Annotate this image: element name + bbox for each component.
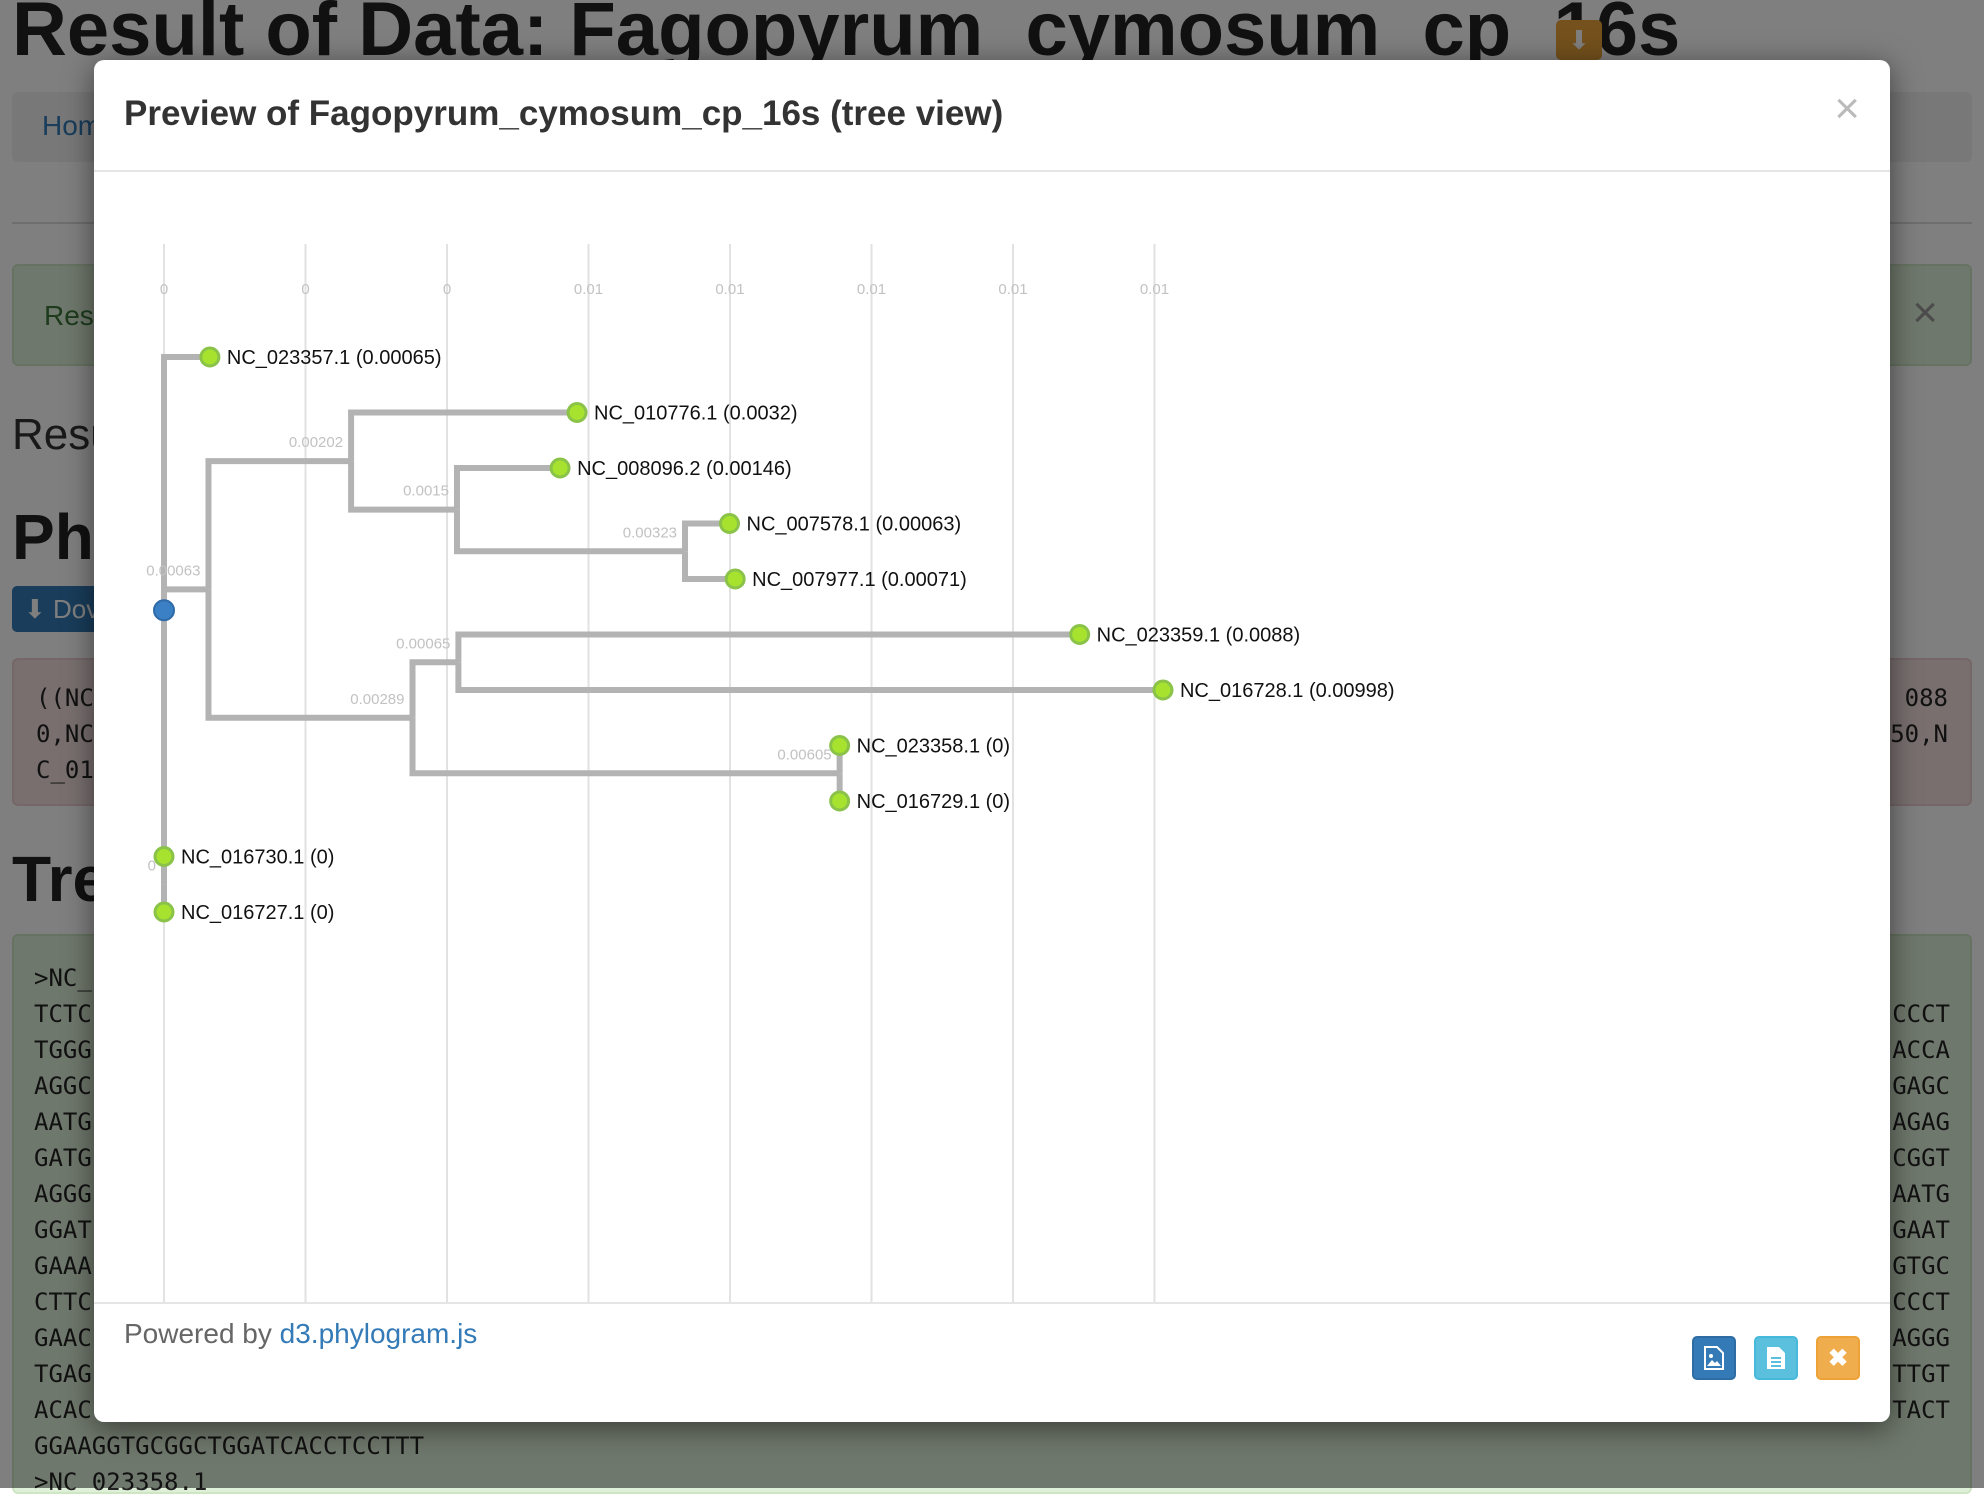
tree-branch (161, 354, 210, 611)
axis-tick-label: 0 (160, 281, 168, 298)
modal-body: 0 0 0 0.01 0.01 0.01 0.01 0.01 0.00063 0.00202 0.0… (94, 172, 1890, 1362)
tree-branch (453, 509, 686, 555)
axis-tick-label: 0.01 (998, 281, 1027, 298)
leaf-node (549, 457, 571, 479)
tree-preview-modal: Preview of Fagopyrum_cymosum_cp_16s (tre… (94, 60, 1890, 1422)
phylogram: 0 0 0 0.01 0.01 0.01 0.01 0.01 0.00063 0.00202 0.0… (146, 244, 1395, 1302)
modal-title: Preview of Fagopyrum_cymosum_cp_16s (tre… (124, 94, 1004, 133)
leaf-label: NC_023358.1 (0) (857, 736, 1010, 758)
leaf-node (153, 846, 175, 867)
branch-length-label: 0.0015 (403, 483, 449, 500)
tree-branch (682, 520, 730, 552)
leaf-label: NC_008096.2 (0.00146) (577, 458, 792, 480)
branch-length-label: 0.00323 (623, 524, 677, 541)
powered-by-text: Powered by (124, 1318, 272, 1349)
tree-branch (453, 465, 561, 510)
branch-length-label: 0.00065 (396, 635, 450, 652)
document-icon (1767, 1347, 1785, 1369)
leaf-node (566, 402, 588, 423)
tree-branch (205, 589, 413, 721)
leaf-node (829, 790, 851, 812)
leaf-label: NC_023357.1 (0.00065) (227, 347, 442, 369)
leaf-node (829, 735, 851, 756)
root-node (153, 599, 175, 622)
branch-length-label: 0.00605 (777, 746, 831, 763)
save-image-button[interactable] (1692, 1336, 1736, 1380)
branch-length-label: 0.00202 (289, 434, 343, 451)
modal-footer: Powered by d3.phylogram.js ✖ (94, 1302, 1890, 1422)
leaf-node (153, 901, 175, 923)
axis-tick-label: 0 (301, 281, 309, 298)
axis-tick-label: 0.01 (1140, 281, 1169, 298)
leaf-node (724, 568, 746, 590)
tree-branch (348, 409, 578, 462)
tree-branch (682, 551, 736, 582)
branch-length-label: 0.00289 (350, 691, 404, 708)
branch-length-label: 0 (148, 857, 156, 874)
leaf-node (1152, 679, 1174, 701)
tree-branch (455, 631, 1080, 663)
save-text-button[interactable] (1754, 1336, 1798, 1380)
axis-tick-label: 0.01 (574, 281, 603, 298)
leaf-label: NC_016730.1 (0) (181, 847, 334, 869)
leaf-label: NC_016729.1 (0) (857, 791, 1010, 813)
powered-by: Powered by d3.phylogram.js (124, 1318, 477, 1350)
leaf-label: NC_007977.1 (0.00071) (752, 569, 967, 591)
tree-branch (348, 461, 457, 513)
image-icon (1704, 1346, 1724, 1370)
axis-tick-label: 0 (443, 281, 451, 298)
leaf-label: NC_007578.1 (0.00063) (747, 514, 962, 536)
axis-tick-label: 0.01 (857, 281, 886, 298)
leaf-node (719, 513, 741, 534)
leaf-label: NC_023359.1 (0.0088) (1097, 625, 1300, 647)
axis-tick-label: 0.01 (715, 281, 744, 298)
tree-branch (409, 717, 840, 777)
branch-length-label: 0.00063 (146, 562, 200, 579)
close-modal-button[interactable]: ✖ (1816, 1336, 1860, 1380)
leaf-label: NC_016728.1 (0.00998) (1180, 680, 1395, 702)
tree-branch (409, 659, 459, 718)
leaf-label: NC_010776.1 (0.0032) (594, 403, 797, 425)
leaf-label: NC_016727.1 (0) (181, 902, 334, 924)
d3-phylogram-link[interactable]: d3.phylogram.js (279, 1318, 478, 1349)
tree-branch (455, 662, 1163, 693)
leaf-node (1069, 624, 1091, 645)
close-icon[interactable]: × (1834, 84, 1860, 133)
modal-header: Preview of Fagopyrum_cymosum_cp_16s (tre… (94, 60, 1890, 172)
leaf-node (199, 346, 221, 368)
tree-branch (205, 458, 352, 590)
